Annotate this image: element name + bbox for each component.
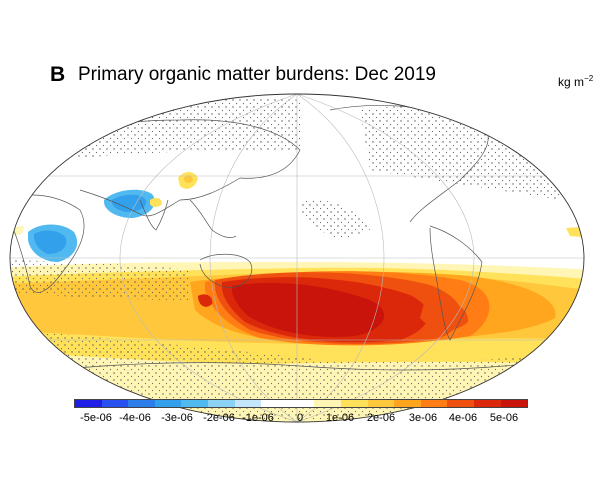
colorbar-swatch — [367, 400, 395, 407]
colorbar-swatch — [420, 400, 448, 407]
colorbar-tick-label: -3e-06 — [161, 412, 193, 424]
colorbar-swatch — [287, 400, 315, 407]
colorbar-ticks: -5e-06 -4e-06 -3e-06 -2e-06 -1e-06 0 1e-06 2e-0… — [0, 412, 600, 428]
colorbar-swatch — [101, 400, 129, 407]
colorbar-swatch — [473, 400, 501, 407]
colorbar-swatch — [181, 400, 208, 407]
colorbar-swatch — [314, 400, 341, 407]
colorbar-tick-label: -4e-06 — [119, 412, 151, 424]
colorbar-swatch — [75, 400, 102, 407]
colorbar-tick-label: 0 — [296, 412, 304, 424]
colorbar-tick-label: -5e-06 — [80, 412, 112, 424]
colorbar-tick-label: 4e-06 — [448, 412, 478, 424]
panel-label: B — [50, 63, 66, 86]
colorbar-swatch — [447, 400, 474, 407]
colorbar-swatch — [207, 400, 235, 407]
units-label: kg m−2 — [558, 74, 593, 89]
colorbar-tick-label: 1e-06 — [325, 412, 355, 424]
colorbar-swatch — [154, 400, 182, 407]
colorbar-swatch — [394, 400, 421, 407]
graticule — [10, 94, 584, 422]
negative-anomaly-field — [10, 172, 584, 262]
colorbar — [74, 399, 528, 408]
colorbar-swatch — [234, 400, 262, 407]
colorbar-tick-label: -2e-06 — [203, 412, 235, 424]
colorbar-tick-label: 5e-06 — [489, 412, 519, 424]
colorbar-tick-label: 2e-06 — [366, 412, 396, 424]
units-exponent: −2 — [584, 74, 594, 83]
colorbar-swatch — [500, 400, 528, 407]
colorbar-tick-label: -1e-06 — [242, 412, 274, 424]
colorbar-swatch — [128, 400, 155, 407]
colorbar-swatch — [261, 400, 288, 407]
map-frame — [9, 93, 585, 423]
colorbar-tick-label: 3e-06 — [408, 412, 438, 424]
map-title: Primary organic matter burdens: Dec 2019 — [78, 64, 436, 85]
colorbar-swatch — [340, 400, 368, 407]
units-base: kg m — [558, 75, 585, 89]
